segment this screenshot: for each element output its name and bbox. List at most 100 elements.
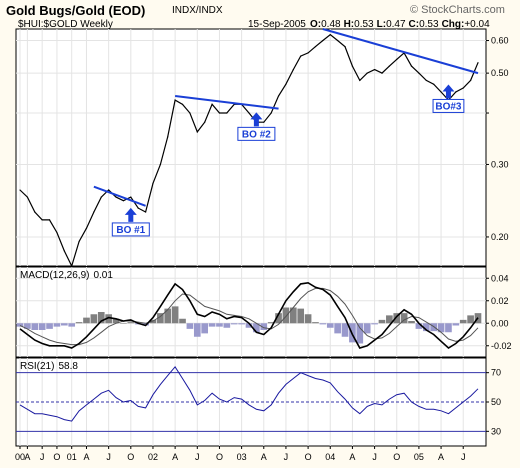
price-point <box>270 112 272 114</box>
macd-histogram-bar <box>38 323 46 330</box>
macd-histogram-bar <box>16 323 24 327</box>
rsi-tick-label: 70 <box>491 368 501 378</box>
price-point <box>359 79 361 82</box>
price-point <box>396 58 398 60</box>
price-tick-label: 0.50 <box>491 68 509 78</box>
macd-histogram-bar <box>31 323 39 330</box>
price-point <box>307 52 309 54</box>
rsi-axis: 70 50 30 <box>16 368 501 436</box>
macd-histogram-bar <box>400 313 408 324</box>
macd-tick-label: 0.02 <box>491 296 509 306</box>
macd-histogram-bar <box>53 323 61 327</box>
macd-histogram-bar <box>230 323 238 325</box>
macd-histogram-bar <box>422 323 430 332</box>
breakout-annotation-2: BO #2 <box>237 112 276 141</box>
breakout-arrow-icon <box>442 84 455 99</box>
x-tick-label: 02 <box>148 452 158 462</box>
price-point <box>78 240 80 243</box>
breakout-label: BO #1 <box>116 225 145 236</box>
macd-histogram-bar <box>260 323 268 330</box>
price-point <box>181 103 184 105</box>
price-point <box>248 112 250 114</box>
open-value: 0.48 <box>321 19 341 30</box>
price-point <box>388 65 390 67</box>
price-point <box>440 91 442 93</box>
x-tick-label: A <box>83 452 89 462</box>
x-tick-label: A <box>261 452 267 462</box>
macd-histogram-bar <box>245 323 253 328</box>
macd-histogram-bar <box>112 318 120 324</box>
price-point <box>418 72 420 74</box>
price-point <box>292 68 294 71</box>
price-point <box>122 200 125 202</box>
price-point <box>196 131 198 133</box>
price-point <box>277 95 280 97</box>
annotations: BO #1 BO #2 BO#3 <box>111 84 465 237</box>
price-point <box>56 231 58 234</box>
price-point <box>71 265 73 267</box>
macd-histogram-bar <box>386 315 393 324</box>
exchange-label: INDX/INDX <box>172 5 223 16</box>
price-point <box>226 112 228 114</box>
price-tick-label: 0.60 <box>491 36 509 46</box>
price-point <box>366 72 368 74</box>
macd-histogram-bar <box>223 323 231 328</box>
symbol-label: $HUI:$GOLD Weekly <box>18 19 113 30</box>
price-point <box>19 189 21 191</box>
macd-histogram-bar <box>282 307 290 324</box>
low-value: 0.47 <box>386 19 406 30</box>
price-point <box>373 68 376 71</box>
price-point <box>130 196 132 198</box>
macd-histogram-bar <box>120 323 127 324</box>
macd-title-value: 0.01 <box>93 270 113 281</box>
close-value: 0.53 <box>419 19 439 30</box>
macd-histogram-bar <box>415 323 423 329</box>
x-tick-label: O <box>393 452 400 462</box>
macd-histogram-bar <box>334 323 341 334</box>
quote-line: O:0.48 H:0.53 L:0.47 C:0.53 Chg:+0.04 <box>310 19 490 30</box>
macd-histogram-bar <box>297 308 305 324</box>
x-tick-label: O <box>53 452 60 462</box>
rsi-tick-label: 30 <box>491 426 501 436</box>
x-tick-label: O <box>305 452 312 462</box>
price-point <box>470 79 472 82</box>
x-tick-label: J <box>40 452 45 462</box>
macd-axis: 0.04 0.02 0.00 -0.02 <box>16 273 512 351</box>
price-point <box>322 39 324 42</box>
price-point <box>41 219 43 221</box>
macd-histogram-bar <box>467 315 474 324</box>
x-tick-label: J <box>461 452 466 462</box>
price-point <box>108 189 110 191</box>
breakout-label-box <box>111 222 150 237</box>
breakout-arrow-icon <box>124 207 137 222</box>
price-point <box>152 182 154 184</box>
x-tick-label: A <box>172 452 178 462</box>
macd-histogram-bar <box>90 314 98 324</box>
macd-histogram-bar <box>304 314 312 324</box>
price-axis: 0.20 0.30 0.50 0.60 <box>16 36 509 242</box>
price-point <box>344 45 346 48</box>
price-point <box>351 65 354 67</box>
price-point <box>115 196 117 198</box>
macd-histogram-bar <box>24 323 31 329</box>
price-point <box>167 136 169 138</box>
change-label: Chg: <box>442 19 465 30</box>
price-point <box>477 62 479 64</box>
x-tick-label: 00 <box>15 452 25 462</box>
rsi-line <box>19 365 479 422</box>
macd-histogram-bar <box>393 313 401 324</box>
price-point <box>159 163 161 166</box>
price-point <box>144 211 147 213</box>
chart-title: Gold Bugs/Gold (EOD) <box>6 3 145 18</box>
rsi-title: RSI(21) 58.8 <box>20 361 78 372</box>
price-point <box>337 39 339 42</box>
macd-histogram-bar <box>193 323 201 337</box>
macd-histogram-bar <box>46 323 53 329</box>
price-point <box>218 112 221 114</box>
macd-histogram-bar <box>97 312 105 324</box>
macd-line <box>19 281 479 349</box>
macd-tick-label: 0.04 <box>491 273 509 283</box>
close-label: C: <box>409 19 420 30</box>
